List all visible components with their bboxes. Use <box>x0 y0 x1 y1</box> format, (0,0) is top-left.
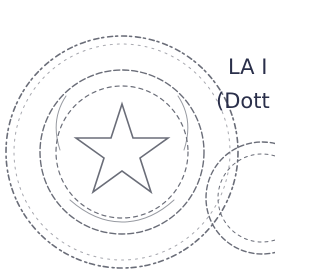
stamp-scan: LA I (Dott <box>0 0 275 274</box>
page: LA I (Dott (() => { const data = JSON.pa… <box>0 0 275 274</box>
stamp-line-2: (Dott <box>216 89 270 113</box>
stamp-line-1: LA I <box>228 55 267 79</box>
